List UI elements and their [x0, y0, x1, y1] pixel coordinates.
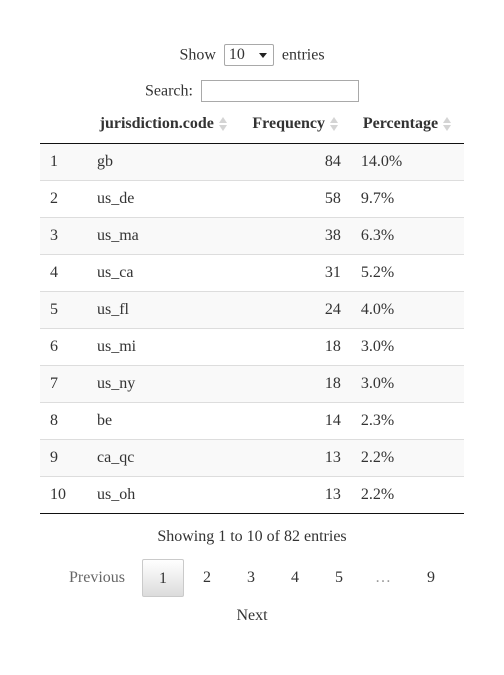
- row-frequency: 24: [240, 291, 351, 329]
- table-header-row: jurisdiction.code Frequency Percentage: [40, 105, 464, 144]
- previous-button[interactable]: Previous: [69, 569, 125, 586]
- header-jurisdiction-code-label: jurisdiction.code: [99, 115, 214, 132]
- header-percentage[interactable]: Percentage: [350, 105, 464, 144]
- table-info: Showing 1 to 10 of 82 entries: [157, 528, 347, 545]
- row-percentage: 14.0%: [350, 143, 464, 181]
- sort-icon: [218, 117, 228, 132]
- page-button-4[interactable]: 4: [291, 569, 299, 586]
- table-row: 3 us_ma 38 6.3%: [40, 217, 464, 255]
- entries-per-page-select[interactable]: 10: [223, 44, 274, 67]
- row-index: 1: [40, 143, 87, 181]
- row-percentage: 2.3%: [350, 402, 464, 440]
- row-jurisdiction-code: us_fl: [87, 291, 241, 329]
- row-index: 3: [40, 217, 87, 255]
- length-menu: Show 10 entries: [0, 43, 504, 67]
- row-percentage: 4.0%: [350, 291, 464, 329]
- row-jurisdiction-code: ca_qc: [87, 439, 241, 477]
- page-button-3[interactable]: 3: [247, 569, 255, 586]
- pagination: Previous 1 2 3 4 5 … 9: [0, 559, 504, 597]
- row-jurisdiction-code: us_ny: [87, 365, 241, 403]
- row-index: 10: [40, 476, 87, 514]
- chevron-down-icon: [258, 53, 267, 59]
- row-frequency: 38: [240, 217, 351, 255]
- row-jurisdiction-code: us_oh: [87, 476, 241, 514]
- row-frequency: 31: [240, 254, 351, 292]
- row-percentage: 6.3%: [350, 217, 464, 255]
- row-jurisdiction-code: us_ca: [87, 254, 241, 292]
- search-label: Search:: [145, 82, 193, 100]
- entries-per-page-value: 10: [228, 46, 245, 64]
- row-index: 2: [40, 180, 87, 218]
- row-frequency: 14: [240, 402, 351, 440]
- row-index: 6: [40, 328, 87, 366]
- row-percentage: 5.2%: [350, 254, 464, 292]
- row-frequency: 13: [240, 476, 351, 514]
- table-row: 1 gb 84 14.0%: [40, 143, 464, 181]
- row-jurisdiction-code: gb: [87, 143, 241, 181]
- pagination-ellipsis: …: [375, 569, 391, 586]
- row-percentage: 9.7%: [350, 180, 464, 218]
- row-jurisdiction-code: us_mi: [87, 328, 241, 366]
- page-button-1[interactable]: 1: [142, 559, 184, 597]
- table-row: 7 us_ny 18 3.0%: [40, 365, 464, 403]
- length-suffix-label: entries: [281, 46, 325, 64]
- page-button-2[interactable]: 2: [203, 569, 211, 586]
- sort-icon: [329, 117, 339, 132]
- search-input[interactable]: [200, 80, 359, 103]
- row-frequency: 58: [240, 180, 351, 218]
- row-index: 7: [40, 365, 87, 403]
- search-filter: Search:: [145, 79, 359, 103]
- table-row: 4 us_ca 31 5.2%: [40, 254, 464, 292]
- row-percentage: 3.0%: [350, 328, 464, 366]
- header-jurisdiction-code[interactable]: jurisdiction.code: [87, 105, 241, 144]
- table-row: 9 ca_qc 13 2.2%: [40, 439, 464, 477]
- data-table: jurisdiction.code Frequency Percentage 1…: [40, 105, 464, 514]
- table-row: 6 us_mi 18 3.0%: [40, 328, 464, 366]
- page-button-5[interactable]: 5: [335, 569, 343, 586]
- row-jurisdiction-code: us_de: [87, 180, 241, 218]
- row-percentage: 2.2%: [350, 476, 464, 514]
- row-frequency: 18: [240, 328, 351, 366]
- row-jurisdiction-code: be: [87, 402, 241, 440]
- length-prefix-label: Show: [179, 46, 216, 64]
- row-index: 9: [40, 439, 87, 477]
- row-percentage: 2.2%: [350, 439, 464, 477]
- row-index: 4: [40, 254, 87, 292]
- row-index: 8: [40, 402, 87, 440]
- row-index: 5: [40, 291, 87, 329]
- row-jurisdiction-code: us_ma: [87, 217, 241, 255]
- next-button[interactable]: Next: [236, 607, 268, 624]
- header-frequency-label: Frequency: [252, 115, 325, 132]
- header-percentage-label: Percentage: [362, 115, 439, 132]
- row-frequency: 13: [240, 439, 351, 477]
- table-row: 8 be 14 2.3%: [40, 402, 464, 440]
- row-frequency: 84: [240, 143, 351, 181]
- table-row: 2 us_de 58 9.7%: [40, 180, 464, 218]
- page-button-9[interactable]: 9: [427, 569, 435, 586]
- row-frequency: 18: [240, 365, 351, 403]
- header-frequency[interactable]: Frequency: [240, 105, 351, 144]
- table-row: 5 us_fl 24 4.0%: [40, 291, 464, 329]
- table-row: 10 us_oh 13 2.2%: [40, 476, 464, 514]
- header-index: [40, 105, 87, 144]
- row-percentage: 3.0%: [350, 365, 464, 403]
- sort-icon: [442, 117, 452, 132]
